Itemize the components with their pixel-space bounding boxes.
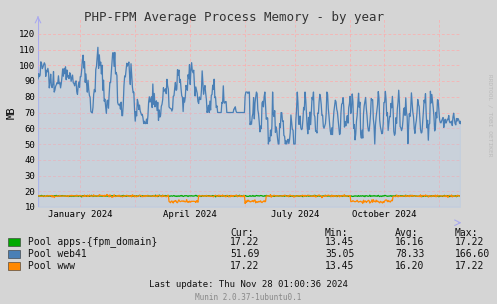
Text: Min:: Min: xyxy=(325,228,348,238)
Text: 78.33: 78.33 xyxy=(395,249,424,259)
Text: 51.69: 51.69 xyxy=(230,249,259,259)
Y-axis label: MB: MB xyxy=(6,106,16,119)
Text: 13.45: 13.45 xyxy=(325,261,354,271)
Text: Cur:: Cur: xyxy=(230,228,253,238)
Text: 17.22: 17.22 xyxy=(455,237,485,247)
Text: Avg:: Avg: xyxy=(395,228,418,238)
Text: 17.22: 17.22 xyxy=(455,261,485,271)
Text: Pool www: Pool www xyxy=(28,261,75,271)
Text: Max:: Max: xyxy=(455,228,479,238)
Text: 17.22: 17.22 xyxy=(230,261,259,271)
Text: Munin 2.0.37-1ubuntu0.1: Munin 2.0.37-1ubuntu0.1 xyxy=(195,293,302,302)
Text: Pool web41: Pool web41 xyxy=(28,249,87,259)
Text: 13.45: 13.45 xyxy=(325,237,354,247)
Text: RRDTOOL / TOBI OETIKER: RRDTOOL / TOBI OETIKER xyxy=(487,74,492,157)
Text: Last update: Thu Nov 28 01:00:36 2024: Last update: Thu Nov 28 01:00:36 2024 xyxy=(149,280,348,289)
Text: Pool apps-{fpm_domain}: Pool apps-{fpm_domain} xyxy=(28,237,157,247)
Text: 16.20: 16.20 xyxy=(395,261,424,271)
Text: 17.22: 17.22 xyxy=(230,237,259,247)
Text: 16.16: 16.16 xyxy=(395,237,424,247)
Text: 35.05: 35.05 xyxy=(325,249,354,259)
Text: PHP-FPM Average Process Memory - by year: PHP-FPM Average Process Memory - by year xyxy=(83,11,384,24)
Text: 166.60: 166.60 xyxy=(455,249,490,259)
